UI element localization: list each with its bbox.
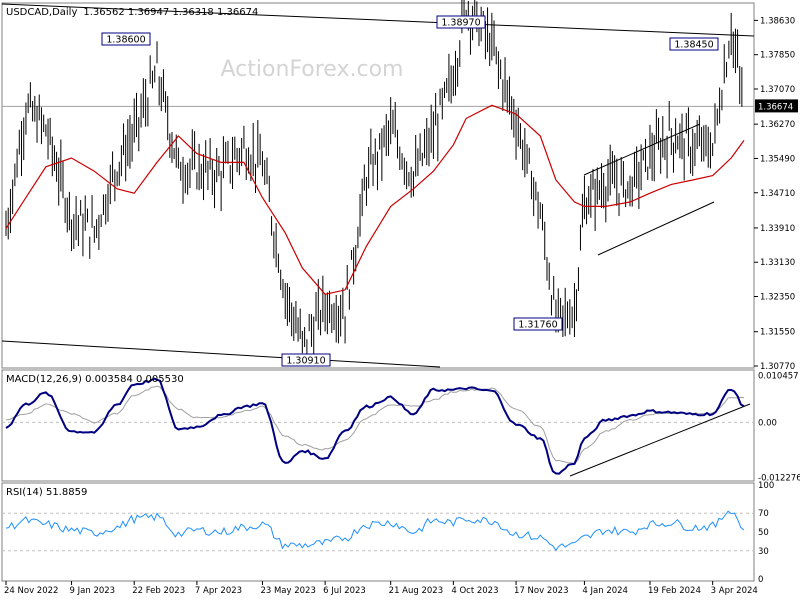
rsi-line [5,510,745,552]
watermark-layer: ActionForex.com [221,57,404,82]
x-tick-label: 24 Nov 2022 [4,586,58,596]
x-tick-label: 9 Jan 2023 [70,586,116,596]
rsi-tick-label: 30 [758,547,769,557]
price-tick-label: 1.31550 [760,328,795,338]
price-tick-label: 1.33910 [760,224,795,234]
price-level-label: 1.30910 [286,356,325,367]
x-tick-label: 4 Jan 2024 [582,586,628,596]
rsi-panel [1,482,755,582]
macd-line [5,377,745,475]
channel-lower-line [597,201,715,256]
price-tick-label: 1.35490 [760,154,795,164]
price-level-label: 1.38970 [441,18,480,29]
price-tick-label: 1.34710 [760,189,795,199]
macd-panel-title: MACD(12,26,9) 0.003584 0.005530 [6,374,184,385]
rsi-tick-label: 70 [758,509,769,519]
macd-tick-label: 0.00 [758,418,777,428]
x-tick-label: 4 Oct 2023 [451,586,498,596]
price-tick-label: 1.38630 [760,16,795,26]
price-tick-label: 1.37850 [760,51,795,61]
price-level-label-box [436,15,486,29]
rsi-tick-label: 0 [758,575,763,585]
price-panel [1,2,755,369]
rsi-panel-title: RSI(14) 51.8859 [6,487,87,498]
rsi-series-layer [2,510,754,552]
x-tick-label: 7 Apr 2023 [195,586,242,596]
symbol-label: USDCAD,Daily [6,7,77,18]
upper-trendline [1,3,755,37]
price-tick-label: 1.32350 [760,293,795,303]
price-level-label: 1.38600 [106,35,145,46]
macd-tick-label: 0.010457 [758,371,799,381]
macd-signal-line [6,385,745,465]
x-tick-label: 22 Feb 2023 [132,586,185,596]
lower-trendline [1,340,441,368]
current-price-value: 1.36674 [758,102,793,112]
watermark: ActionForex.com [221,57,404,82]
price-tick-label: 1.30770 [760,362,795,372]
macd-series-layer [2,377,754,477]
price-tick-label: 1.36270 [760,120,795,130]
current-price-box [755,99,798,113]
macd-tick-label: -0.012276 [758,474,800,484]
rsi-tick-label: 100 [758,481,774,491]
x-tick-label: 6 Jul 2023 [323,586,366,596]
x-tick-label: 23 May 2023 [260,586,315,596]
price-level-label: 1.38450 [674,40,713,51]
price-panel-title: USDCAD,Daily 1.36562 1.36947 1.36318 1.36… [6,7,258,18]
rsi-tick-label: 50 [758,528,769,538]
price-level-label-box [281,353,331,367]
price-level-label-box [101,32,151,46]
moving-average-line [5,104,745,295]
price-level-label-box [513,317,563,331]
x-tick-label: 21 Aug 2023 [389,586,443,596]
price-tick-label: 1.33130 [760,258,795,268]
price-series-layer: 1.38600 1.38970 1.38450 1.31760 1.30910 [1,0,755,368]
x-tick-label: 17 Nov 2023 [514,586,568,596]
axes-layer: 1.38630 1.37850 1.37070 1.36270 1.35490 1.347… [4,16,800,596]
x-tick-label: 19 Feb 2024 [648,586,701,596]
ohlc-values: 1.36562 1.36947 1.36318 1.36674 [83,7,258,18]
macd-trendline [569,403,751,477]
macd-panel [1,369,755,482]
x-tick-label: 3 Apr 2024 [711,586,758,596]
channel-upper-line [583,123,701,176]
price-level-label-box [669,37,719,51]
price-level-label: 1.31760 [518,320,557,331]
price-tick-label: 1.37070 [760,85,795,95]
